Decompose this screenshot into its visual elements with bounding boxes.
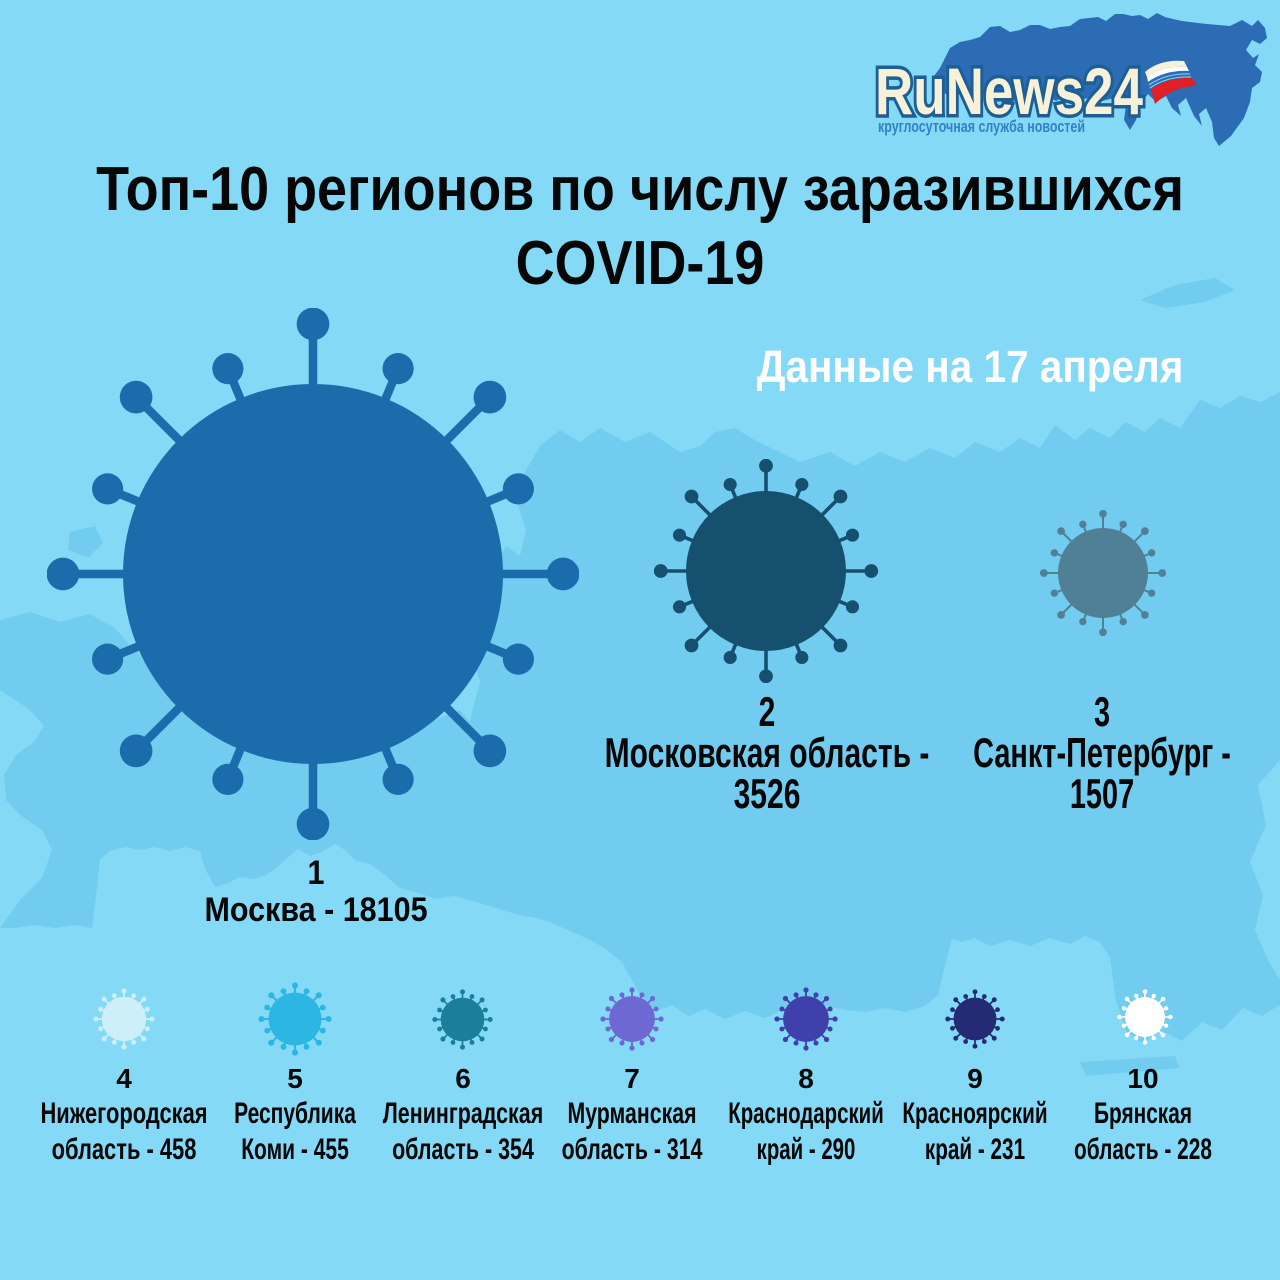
svg-text:RuNews24: RuNews24 bbox=[875, 54, 1143, 128]
svg-text:круглосуточная служба новостей: круглосуточная служба новостей bbox=[878, 117, 1085, 136]
